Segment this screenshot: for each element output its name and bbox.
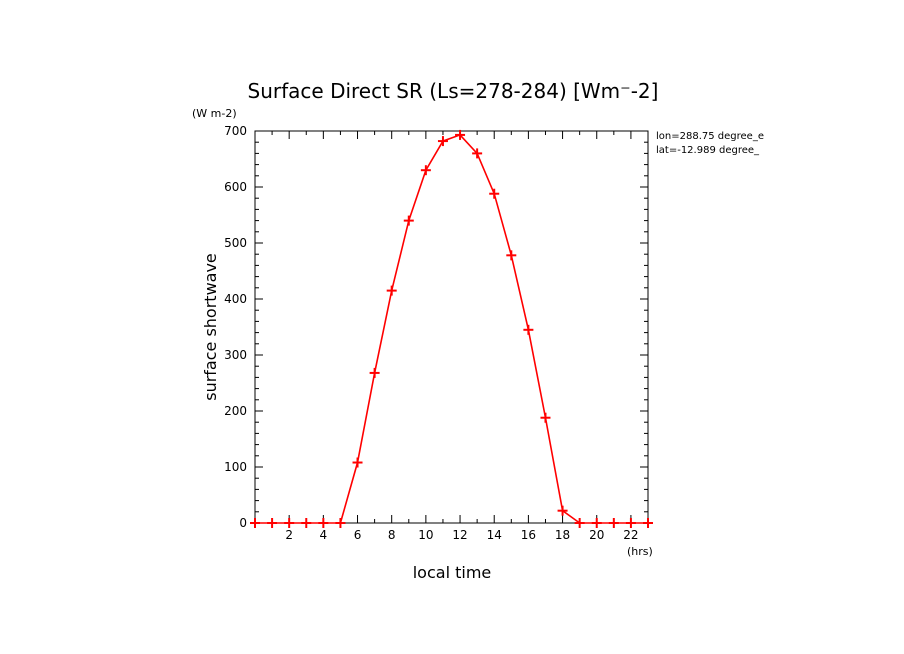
x-tick-label: 2 xyxy=(285,528,293,542)
lat-annotation: lat=-12.989 degree_ xyxy=(656,145,760,156)
data-point xyxy=(574,518,585,528)
plot-frame xyxy=(254,130,649,524)
y-tick-label: 700 xyxy=(224,124,247,138)
data-point xyxy=(523,324,534,335)
y-tick-label: 300 xyxy=(224,348,247,362)
x-tick-label: 6 xyxy=(354,528,362,542)
data-point xyxy=(625,518,636,528)
y-tick-label: 500 xyxy=(224,236,247,250)
data-point xyxy=(250,518,260,528)
data-point xyxy=(557,505,568,516)
x-tick-label: 16 xyxy=(521,528,536,542)
x-tick-label: 18 xyxy=(555,528,570,542)
data-point xyxy=(472,148,483,159)
x-tick-label: 10 xyxy=(418,528,433,542)
x-axis-label: local time xyxy=(413,563,492,582)
x-tick-label: 8 xyxy=(388,528,396,542)
data-point xyxy=(437,136,448,147)
x-tick-label: 22 xyxy=(623,528,638,542)
x-tick-label: 14 xyxy=(487,528,502,542)
plot-area xyxy=(250,129,653,528)
data-point xyxy=(301,518,312,528)
chart-title: Surface Direct SR (Ls=278-284) [Wm⁻-2] xyxy=(248,79,659,103)
y-tick-label: 600 xyxy=(224,180,247,194)
data-point xyxy=(284,518,295,528)
axes: 2 4 6 8 10 12 14 16 18 20 22 0 100 200 300 400 500 600 700 xyxy=(224,124,648,542)
data-point xyxy=(643,518,653,528)
data-point xyxy=(318,518,329,528)
data-point xyxy=(540,412,551,423)
data-point xyxy=(506,250,517,261)
data-point xyxy=(608,518,619,528)
y-unit-label: (W m-2) xyxy=(192,107,237,120)
data-point xyxy=(455,129,466,140)
data-point xyxy=(335,518,346,528)
x-unit-label: (hrs) xyxy=(627,545,653,558)
y-tick-label: 0 xyxy=(239,516,247,530)
series-line xyxy=(255,133,648,524)
data-point xyxy=(267,518,278,528)
data-point xyxy=(403,215,414,226)
data-point xyxy=(489,188,500,199)
data-point xyxy=(591,518,602,528)
data-point xyxy=(352,457,363,468)
data-point xyxy=(386,285,397,296)
y-axis-label: surface shortwave xyxy=(201,253,220,401)
x-tick-label: 20 xyxy=(589,528,604,542)
y-tick-label: 100 xyxy=(224,460,247,474)
x-tick-label: 4 xyxy=(320,528,328,542)
lon-annotation: lon=288.75 degree_e xyxy=(656,131,764,142)
y-tick-label: 200 xyxy=(224,404,247,418)
y-tick-label: 400 xyxy=(224,292,247,306)
data-point xyxy=(420,165,431,176)
x-tick-label: 12 xyxy=(452,528,467,542)
data-point xyxy=(369,367,380,378)
